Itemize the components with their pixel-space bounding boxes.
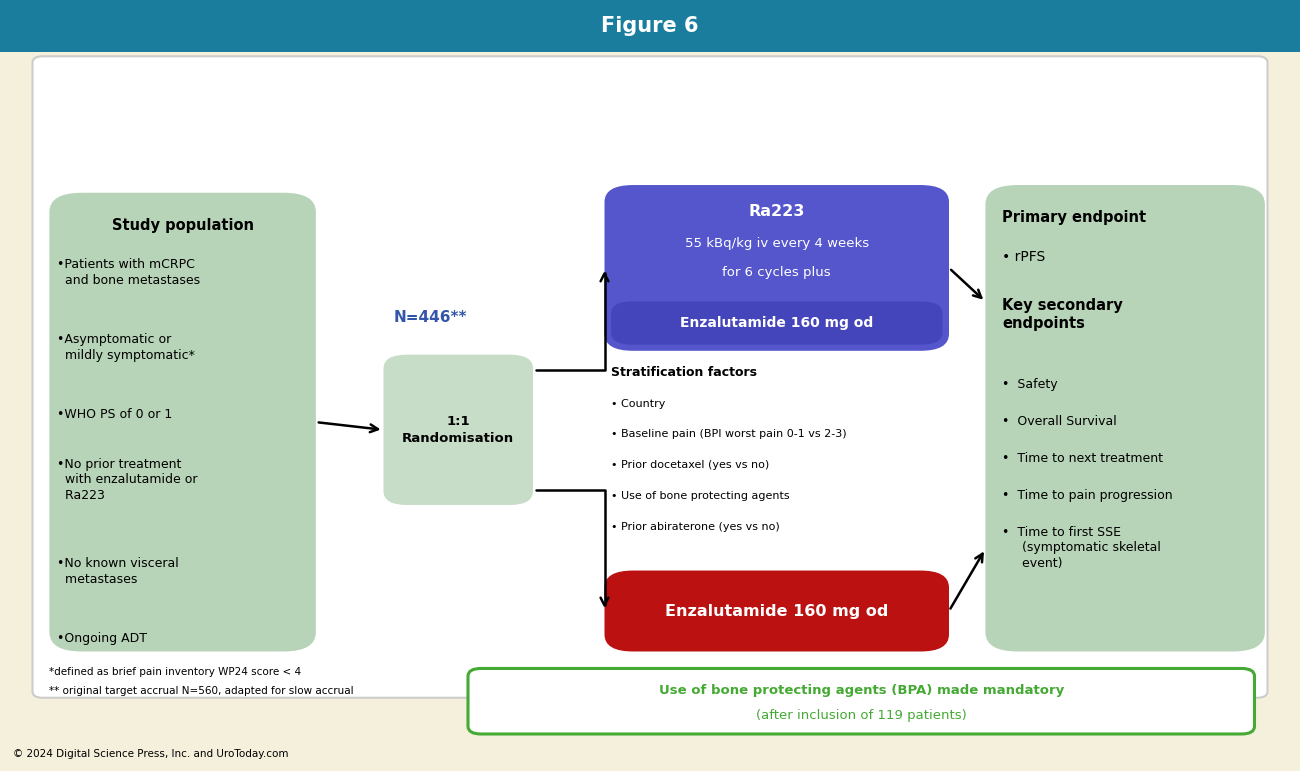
Text: • Country: • Country: [611, 399, 666, 409]
FancyBboxPatch shape: [604, 571, 949, 651]
Text: • rPFS: • rPFS: [1002, 250, 1045, 264]
Text: N=446**: N=446**: [394, 310, 468, 325]
Text: Stratification factors: Stratification factors: [611, 366, 757, 379]
Text: • Use of bone protecting agents: • Use of bone protecting agents: [611, 491, 789, 501]
FancyBboxPatch shape: [0, 0, 1300, 52]
FancyBboxPatch shape: [985, 185, 1265, 651]
Text: •Patients with mCRPC
  and bone metastases: •Patients with mCRPC and bone metastases: [57, 258, 200, 287]
FancyBboxPatch shape: [468, 668, 1254, 734]
Text: Primary endpoint: Primary endpoint: [1002, 210, 1147, 224]
FancyBboxPatch shape: [604, 185, 949, 351]
Text: Use of bone protecting agents (BPA) made mandatory: Use of bone protecting agents (BPA) made…: [659, 684, 1063, 697]
Text: 1:1
Randomisation: 1:1 Randomisation: [402, 415, 515, 445]
FancyBboxPatch shape: [384, 355, 533, 505]
Text: • Prior abiraterone (yes vs no): • Prior abiraterone (yes vs no): [611, 522, 780, 532]
Text: Key secondary
endpoints: Key secondary endpoints: [1002, 298, 1123, 332]
Text: •Asymptomatic or
  mildly symptomatic*: •Asymptomatic or mildly symptomatic*: [57, 333, 195, 362]
Text: •  Time to first SSE
     (symptomatic skeletal
     event): • Time to first SSE (symptomatic skeleta…: [1002, 526, 1161, 570]
Text: • Prior docetaxel (yes vs no): • Prior docetaxel (yes vs no): [611, 460, 770, 470]
FancyBboxPatch shape: [32, 56, 1268, 698]
Text: Study population: Study population: [112, 218, 254, 233]
Text: Enzalutamide 160 mg od: Enzalutamide 160 mg od: [680, 316, 874, 330]
Text: •  Time to pain progression: • Time to pain progression: [1002, 489, 1173, 502]
Text: • Baseline pain (BPI worst pain 0-1 vs 2-3): • Baseline pain (BPI worst pain 0-1 vs 2…: [611, 429, 846, 439]
Text: Enzalutamide 160 mg od: Enzalutamide 160 mg od: [666, 604, 888, 618]
Text: ** original target accrual N=560, adapted for slow accrual: ** original target accrual N=560, adapte…: [49, 686, 354, 696]
FancyBboxPatch shape: [611, 301, 942, 345]
Text: 55 kBq/kg iv every 4 weeks: 55 kBq/kg iv every 4 weeks: [685, 237, 868, 250]
Text: •  Safety: • Safety: [1002, 378, 1058, 391]
Text: (after inclusion of 119 patients): (after inclusion of 119 patients): [755, 709, 967, 722]
Text: Figure 6: Figure 6: [601, 16, 699, 36]
Text: •Ongoing ADT: •Ongoing ADT: [57, 632, 147, 645]
Text: for 6 cycles plus: for 6 cycles plus: [723, 266, 831, 279]
Text: •  Time to next treatment: • Time to next treatment: [1002, 452, 1164, 465]
Text: •No known visceral
  metastases: •No known visceral metastases: [57, 557, 179, 586]
FancyBboxPatch shape: [49, 193, 316, 651]
Text: Ra223: Ra223: [749, 204, 805, 219]
Text: © 2024 Digital Science Press, Inc. and UroToday.com: © 2024 Digital Science Press, Inc. and U…: [13, 749, 289, 759]
Text: *defined as brief pain inventory WP24 score < 4: *defined as brief pain inventory WP24 sc…: [49, 667, 302, 677]
Text: •WHO PS of 0 or 1: •WHO PS of 0 or 1: [57, 408, 173, 421]
Text: •No prior treatment
  with enzalutamide or
  Ra223: •No prior treatment with enzalutamide or…: [57, 458, 198, 502]
Text: •  Overall Survival: • Overall Survival: [1002, 415, 1117, 428]
